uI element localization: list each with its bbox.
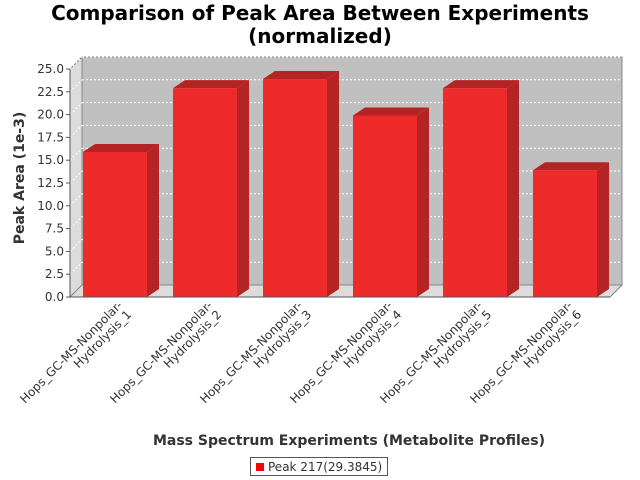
- legend-label: Peak 217(29.3845): [268, 459, 383, 474]
- bar-top: [353, 107, 429, 116]
- bar-front: [533, 170, 597, 297]
- bar-top: [263, 71, 339, 80]
- bar: [443, 80, 519, 297]
- bar: [173, 80, 249, 297]
- y-axis: 0.0 2.5 5.0 7.5 10.0 12.5 15.0 17.5 20.0 22.5 25.0: [37, 62, 71, 304]
- bar-side: [237, 80, 249, 297]
- bar: [263, 71, 339, 297]
- y-tick-label: 20.0: [37, 108, 64, 122]
- y-tick-label: 10.0: [37, 199, 64, 213]
- y-tick-label: 15.0: [37, 153, 64, 167]
- y-tick-label: 0.0: [45, 290, 64, 304]
- bar-front: [173, 88, 237, 297]
- bar-top: [83, 143, 159, 152]
- gridlines: [69, 56, 622, 275]
- x-axis: Hops_GC-MS-Nonpolar-Hydrolysis_1Hops_GC-…: [17, 296, 610, 406]
- y-tick-label: 12.5: [37, 176, 64, 190]
- bar-side: [417, 107, 429, 298]
- gridline-wall: [69, 261, 83, 275]
- y-tick-label: 7.5: [45, 222, 64, 236]
- bar-front: [353, 115, 417, 298]
- gridline-wall: [69, 56, 83, 70]
- bar-front: [443, 88, 507, 297]
- y-axis-label: Peak Area (1e-3): [12, 112, 28, 245]
- gridline-wall: [69, 147, 83, 161]
- legend-swatch: [256, 462, 264, 471]
- bars: [83, 71, 609, 298]
- gridline-wall: [69, 170, 83, 184]
- gridline-wall: [69, 193, 83, 207]
- bar-front: [83, 151, 147, 297]
- bar: [353, 107, 429, 298]
- gridline-wall: [69, 79, 83, 93]
- legend: Peak 217(29.3845): [250, 457, 389, 476]
- bar-side: [327, 71, 339, 297]
- bar-top: [173, 80, 249, 89]
- gridline-wall: [69, 239, 83, 252]
- y-tick-label: 2.5: [45, 267, 64, 281]
- gridline-wall: [69, 102, 83, 115]
- chart-title-line-2: (normalized): [248, 24, 392, 48]
- chart-title: Comparison of Peak Area Between Experime…: [0, 2, 640, 48]
- y-tick-label: 5.0: [45, 244, 64, 258]
- bar-top: [533, 162, 609, 171]
- y-tick-label: 17.5: [37, 130, 64, 144]
- y-tick-label: 22.5: [37, 85, 64, 99]
- chart-title-line-1: Comparison of Peak Area Between Experime…: [51, 1, 589, 25]
- bar-side: [147, 143, 159, 297]
- bar-side: [507, 80, 519, 297]
- bar-top: [443, 80, 519, 89]
- bar: [83, 143, 159, 297]
- y-tick-label: 25.0: [37, 62, 64, 76]
- x-axis-label: Mass Spectrum Experiments (Metabolite Pr…: [153, 433, 545, 449]
- gridline-wall: [69, 125, 83, 138]
- bar-side: [597, 162, 609, 297]
- gridline-wall: [69, 216, 83, 229]
- bar: [533, 162, 609, 297]
- bar-front: [263, 79, 327, 297]
